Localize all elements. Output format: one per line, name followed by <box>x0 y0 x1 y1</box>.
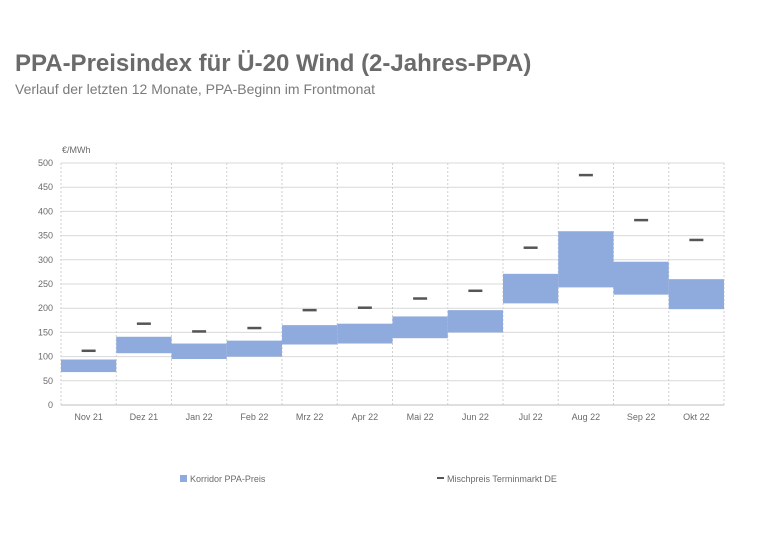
chart-title: PPA-Preisindex für Ü-20 Wind (2-Jahres-P… <box>15 50 532 77</box>
y-tick-label: 400 <box>38 206 53 216</box>
x-tick-label: Mai 22 <box>407 412 434 422</box>
y-tick-label: 200 <box>38 303 53 313</box>
legend-swatch-corridor <box>180 475 187 482</box>
legend-swatch-mixed-price <box>437 477 444 479</box>
y-tick-label: 500 <box>38 158 53 168</box>
x-tick-label: Jun 22 <box>462 412 489 422</box>
corridor-bar <box>447 310 503 333</box>
x-tick-label: Okt 22 <box>683 412 710 422</box>
corridor-bar <box>282 325 338 345</box>
corridor-bar <box>226 340 282 357</box>
y-tick-label: 250 <box>38 279 53 289</box>
legend: Korridor PPA-Preis Mischpreis Terminmark… <box>180 474 557 484</box>
y-axis-label: €/MWh <box>62 145 91 155</box>
y-tick-label: 150 <box>38 327 53 337</box>
corridor-bar <box>668 279 724 310</box>
y-tick-label: 100 <box>38 352 53 362</box>
corridor-bar <box>392 316 448 339</box>
x-tick-label: Jan 22 <box>186 412 213 422</box>
y-tick-label: 0 <box>48 400 53 410</box>
chart-subtitle: Verlauf der letzten 12 Monate, PPA-Begin… <box>15 81 376 97</box>
corridor-bar <box>61 359 117 373</box>
legend-label-mixed-price: Mischpreis Terminmarkt DE <box>447 474 557 484</box>
corridor-bar <box>503 273 559 304</box>
x-tick-label: Dez 21 <box>130 412 159 422</box>
corridor-bar <box>558 231 614 288</box>
y-axis: 0 50 100 150 200 250 300 350 400 450 500 <box>38 158 53 410</box>
mixed-price-markers <box>81 173 704 353</box>
x-tick-label: Jul 22 <box>519 412 543 422</box>
x-axis: Nov 21 Dez 21 Jan 22 Feb 22 Mrz 22 Apr 22 Mai … <box>74 412 709 422</box>
y-tick-label: 300 <box>38 255 53 265</box>
x-tick-label: Nov 21 <box>74 412 103 422</box>
x-tick-label: Mrz 22 <box>296 412 324 422</box>
corridor-bar <box>613 261 669 295</box>
x-tick-label: Apr 22 <box>352 412 379 422</box>
x-tick-label: Aug 22 <box>572 412 601 422</box>
x-tick-label: Feb 22 <box>240 412 268 422</box>
corridor-bars <box>61 231 724 373</box>
x-tick-label: Sep 22 <box>627 412 656 422</box>
legend-label-corridor: Korridor PPA-Preis <box>190 474 266 484</box>
corridor-bar <box>171 343 227 360</box>
corridor-bar <box>337 323 393 344</box>
y-tick-label: 450 <box>38 182 53 192</box>
y-tick-label: 50 <box>43 376 53 386</box>
corridor-bar <box>116 336 172 354</box>
y-tick-label: 350 <box>38 231 53 241</box>
